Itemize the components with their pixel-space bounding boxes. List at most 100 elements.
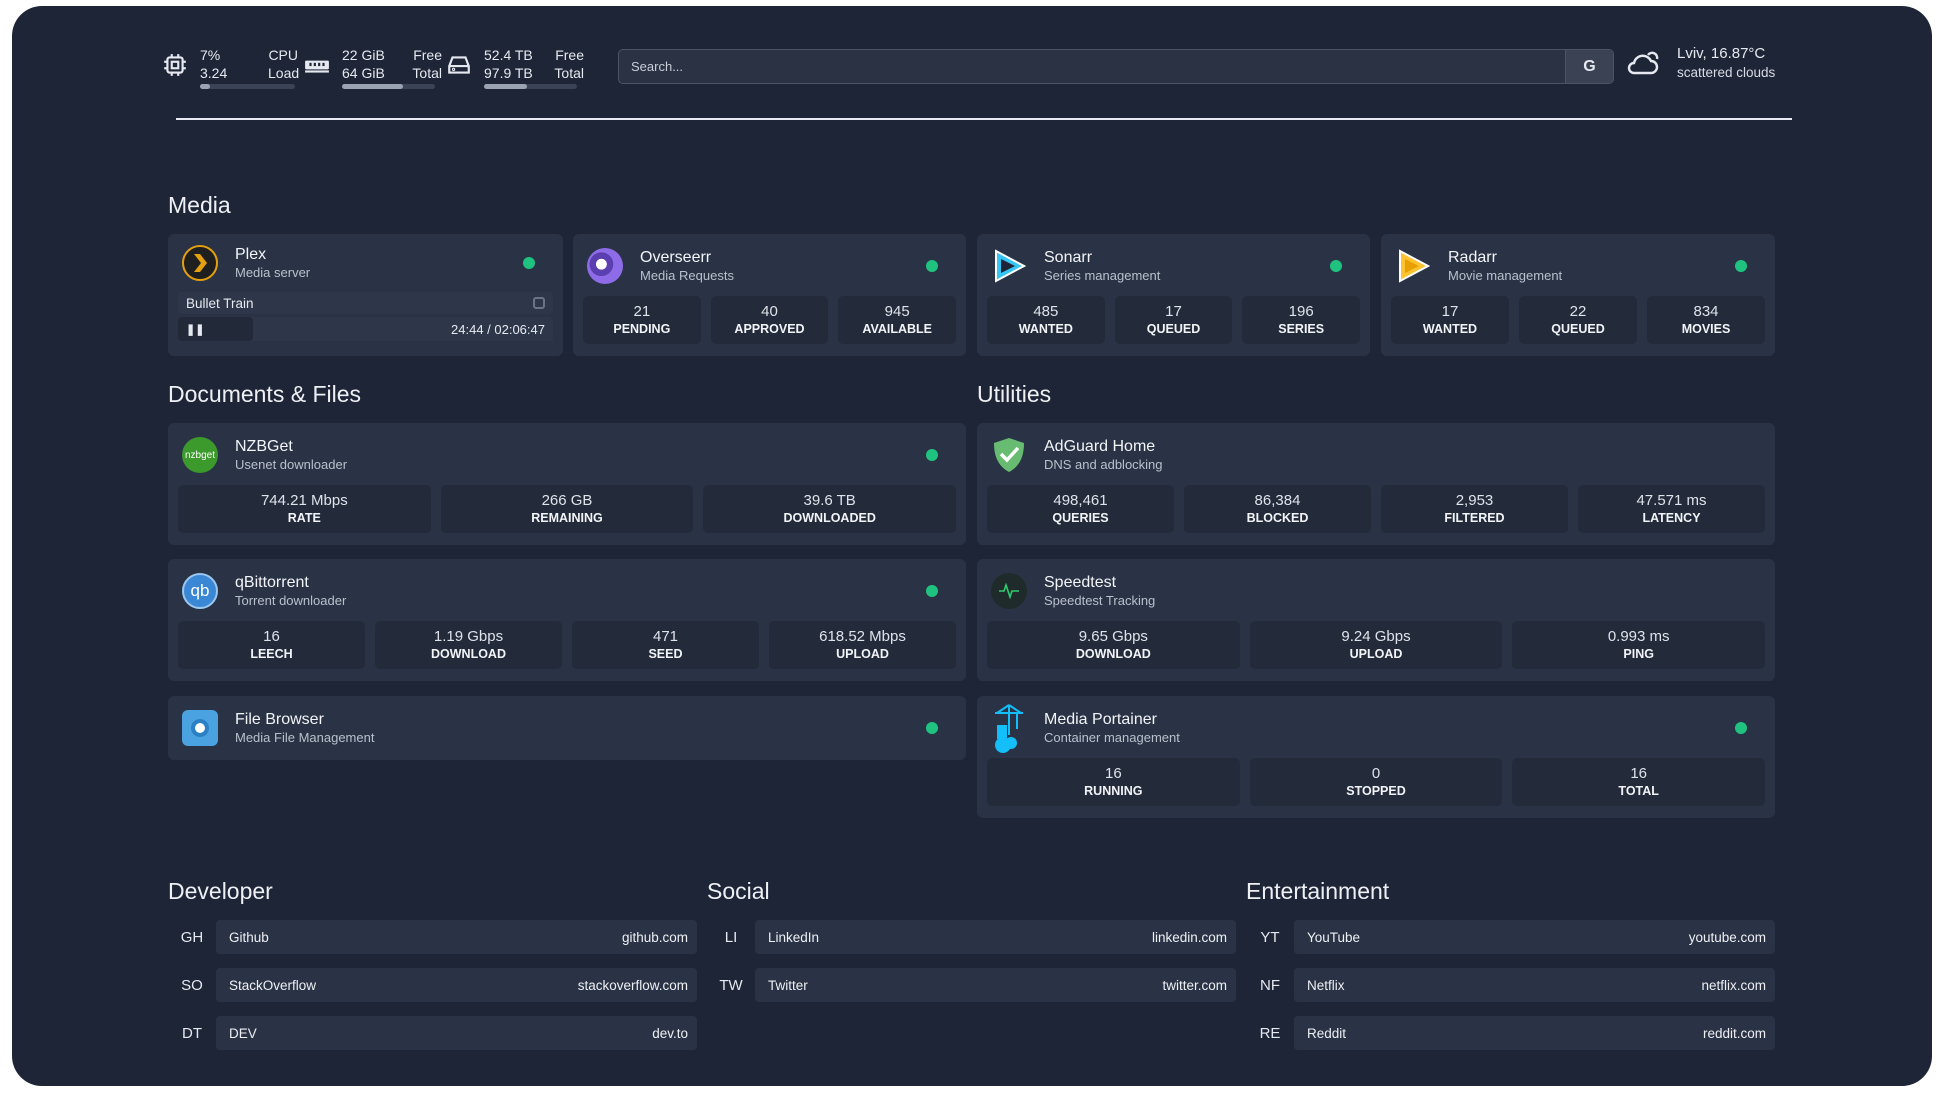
service-card-file-browser[interactable]: File Browser Media File Management bbox=[168, 696, 966, 760]
section-title-media: Media bbox=[168, 192, 231, 218]
stat-value: 1.19 Gbps bbox=[433, 628, 504, 645]
stat-seed: 471 SEED bbox=[572, 621, 759, 669]
bookmark-link[interactable]: YouTube youtube.com bbox=[1294, 920, 1775, 954]
now-playing: Bullet Train bbox=[178, 292, 553, 314]
stat-label: UPLOAD bbox=[836, 647, 889, 661]
adguard-shield-icon bbox=[991, 437, 1027, 473]
bookmark-link[interactable]: Netflix netflix.com bbox=[1294, 968, 1775, 1002]
service-description: DNS and adblocking bbox=[1044, 457, 1163, 472]
bookmark-name: DEV bbox=[229, 1025, 257, 1041]
stat-label: MOVIES bbox=[1681, 322, 1731, 336]
bookmark-dev[interactable]: DT DEV dev.to bbox=[168, 1016, 697, 1050]
stat-value: 17 bbox=[1165, 303, 1182, 320]
service-card-sonarr[interactable]: Sonarr Series management 485 WANTED 17 QUEUE… bbox=[977, 234, 1370, 356]
pause-icon[interactable]: ❚❚ bbox=[186, 323, 205, 336]
search-input[interactable] bbox=[619, 50, 1565, 83]
stat-value: 47.571 ms bbox=[1636, 492, 1707, 509]
service-description: Series management bbox=[1044, 268, 1161, 283]
stats-row: 16 LEECH 1.19 Gbps DOWNLOAD 471 SEED 618.52 Mb… bbox=[178, 621, 956, 669]
service-description: Usenet downloader bbox=[235, 457, 348, 472]
dashboard: 7% 3.24 CPU Load 22 GiB 64 GiB Free Total 52… bbox=[12, 6, 1932, 1086]
bookmark-reddit[interactable]: RE Reddit reddit.com bbox=[1246, 1016, 1775, 1050]
bookmark-link[interactable]: Reddit reddit.com bbox=[1294, 1016, 1775, 1050]
stat-value: 21 bbox=[633, 303, 651, 320]
service-card-plex[interactable]: Plex Media server Bullet Train ❚❚ 24:44 /… bbox=[168, 234, 563, 356]
stat-label: TOTAL bbox=[1618, 784, 1659, 798]
bookmark-youtube[interactable]: YT YouTube youtube.com bbox=[1246, 920, 1775, 954]
bookmark-url: stackoverflow.com bbox=[577, 977, 688, 993]
bookmark-abbr: GH bbox=[180, 928, 204, 946]
weather-location: Lviv, 16.87°C bbox=[1677, 45, 1766, 62]
bookmark-link[interactable]: Twitter twitter.com bbox=[755, 968, 1236, 1002]
service-card-nzbget[interactable]: nzbget NZBGet Usenet downloader 744.21 Mb… bbox=[168, 423, 966, 545]
section-title-documents: Documents & Files bbox=[168, 381, 362, 407]
stat-label: QUEUED bbox=[1551, 322, 1605, 336]
disk-icon bbox=[448, 56, 470, 74]
bookmark-github[interactable]: GH Github github.com bbox=[168, 920, 697, 954]
overseerr-icon bbox=[587, 248, 623, 284]
service-name: Overseerr bbox=[640, 249, 712, 266]
stats-row: 485 WANTED 17 QUEUED 196 SERIES bbox=[987, 296, 1361, 344]
stat-value: 744.21 Mbps bbox=[260, 492, 348, 509]
bookmark-netflix[interactable]: NF Netflix netflix.com bbox=[1246, 968, 1775, 1002]
stat-approved: 40 APPROVED bbox=[710, 296, 829, 344]
bookmark-url: reddit.com bbox=[1702, 1025, 1766, 1041]
stat-remaining: 266 GB REMAINING bbox=[440, 485, 694, 533]
stat-running: 16 RUNNING bbox=[987, 758, 1240, 806]
service-name: Speedtest bbox=[1044, 574, 1117, 591]
stat-stopped: 0 STOPPED bbox=[1249, 758, 1503, 806]
stat-leech: 16 LEECH bbox=[178, 621, 365, 669]
free-label: Free bbox=[555, 47, 584, 63]
service-description: Movie management bbox=[1448, 268, 1563, 283]
stat-label: QUEUED bbox=[1146, 322, 1201, 336]
section-title-social: Social bbox=[707, 878, 770, 904]
service-card-radarr[interactable]: Radarr Movie management 17 WANTED 22 QUEUED 8… bbox=[1381, 234, 1775, 356]
stat-value: 2,953 bbox=[1455, 492, 1494, 509]
service-name: Radarr bbox=[1448, 249, 1497, 266]
bookmark-twitter[interactable]: TW Twitter twitter.com bbox=[707, 968, 1236, 1002]
stat-available: 945 AVAILABLE bbox=[838, 296, 957, 344]
stat-value: 945 bbox=[884, 303, 910, 320]
bookmark-linkedin[interactable]: LI LinkedIn linkedin.com bbox=[707, 920, 1236, 954]
stat-value: 17 bbox=[1441, 303, 1459, 320]
memory-bar bbox=[342, 84, 435, 89]
service-card-speedtest[interactable]: Speedtest Speedtest Tracking 9.65 Gbps DOW… bbox=[977, 559, 1775, 681]
bookmark-name: YouTube bbox=[1307, 929, 1361, 945]
stat-wanted: 17 WANTED bbox=[1391, 296, 1509, 344]
service-name: qBittorrent bbox=[235, 574, 309, 591]
stat-value: 9.24 Gbps bbox=[1341, 628, 1411, 645]
load-label: Load bbox=[268, 65, 300, 81]
disk-total: 97.9 TB bbox=[484, 65, 533, 81]
service-card-overseerr[interactable]: Overseerr Media Requests 21 PENDING 40 APPRO… bbox=[573, 234, 966, 356]
bookmark-abbr: RE bbox=[1259, 1024, 1281, 1042]
memory-icon bbox=[305, 60, 329, 73]
status-online-indicator bbox=[926, 585, 938, 597]
playback-progress: ❚❚ 24:44 / 02:06:47 bbox=[178, 317, 553, 341]
service-card-adguard[interactable]: AdGuard Home DNS and adblocking 498,461 QU… bbox=[977, 423, 1775, 545]
bookmark-link[interactable]: LinkedIn linkedin.com bbox=[755, 920, 1236, 954]
search-provider-button[interactable]: G bbox=[1565, 50, 1613, 83]
stat-download: 1.19 Gbps DOWNLOAD bbox=[375, 621, 562, 669]
service-card-qbittorrent[interactable]: qb qBittorrent Torrent downloader 16 LEECH… bbox=[168, 559, 966, 681]
bookmark-link[interactable]: Github github.com bbox=[216, 920, 697, 954]
stat-value: 471 bbox=[652, 628, 679, 645]
service-card-portainer[interactable]: Media Portainer Container management 16 RU… bbox=[977, 696, 1775, 818]
stat-label: PENDING bbox=[613, 322, 671, 336]
stats-row: 9.65 Gbps DOWNLOAD 9.24 Gbps UPLOAD 0.993 ms… bbox=[987, 621, 1766, 669]
stat-series: 196 SERIES bbox=[1242, 296, 1361, 344]
bookmark-stackoverflow[interactable]: SO StackOverflow stackoverflow.com bbox=[168, 968, 697, 1002]
stat-value: 196 bbox=[1288, 303, 1314, 320]
bookmark-link[interactable]: StackOverflow stackoverflow.com bbox=[216, 968, 697, 1002]
speedtest-pulse-icon bbox=[991, 573, 1027, 609]
bookmark-name: Netflix bbox=[1307, 977, 1345, 993]
bookmark-name: Twitter bbox=[768, 977, 808, 993]
stat-total: 16 TOTAL bbox=[1512, 758, 1766, 806]
stat-download: 9.65 Gbps DOWNLOAD bbox=[987, 621, 1240, 669]
bookmark-link[interactable]: DEV dev.to bbox=[216, 1016, 697, 1050]
bookmark-url: twitter.com bbox=[1162, 977, 1227, 993]
bookmark-url: linkedin.com bbox=[1151, 929, 1227, 945]
stat-label: APPROVED bbox=[734, 322, 805, 336]
stat-label: SERIES bbox=[1278, 322, 1325, 336]
service-name: Plex bbox=[235, 246, 267, 263]
stat-rate: 744.21 Mbps RATE bbox=[178, 485, 431, 533]
